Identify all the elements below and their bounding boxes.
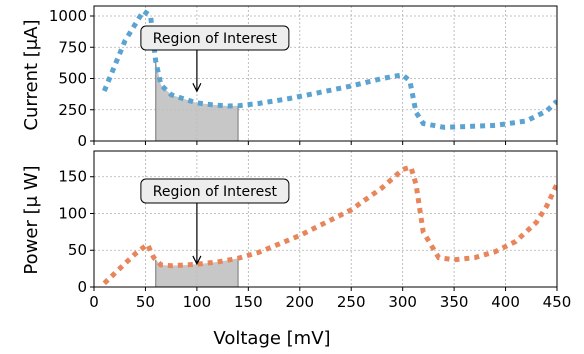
top-panel: 0 250 500 750 1000 Region of Interest	[49, 5, 558, 150]
y-axis-label-power: Power [μ W]	[21, 165, 42, 274]
bottom-ytick-label: 50	[68, 241, 87, 259]
top-annotation-label: Region of Interest	[153, 31, 278, 47]
top-ytick-label: 250	[58, 101, 87, 119]
top-ytick-label: 1000	[49, 7, 87, 25]
bottom-xtick-label: 300	[388, 293, 417, 311]
top-shaded-region	[155, 61, 239, 141]
bottom-series-line	[102, 164, 557, 286]
bottom-xtick-label: 400	[491, 293, 520, 311]
bottom-annotation-arrow-head	[192, 255, 202, 266]
bottom-xtick-label: 350	[440, 293, 469, 311]
bottom-annotation-label: Region of Interest	[153, 184, 278, 200]
bottom-xtick-label: 200	[285, 293, 314, 311]
top-axes-frame	[93, 5, 558, 142]
bottom-ytick-label: 0	[77, 278, 87, 296]
bottom-xtick-label: 250	[337, 293, 366, 311]
bottom-annotation-box	[140, 178, 290, 204]
bottom-xtick-label: 50	[136, 293, 155, 311]
bottom-axes-frame	[93, 150, 558, 288]
bottom-ytick-label: 100	[58, 204, 87, 222]
bottom-xtick-label: 100	[183, 293, 212, 311]
y-axis-label-current: Current [μA]	[21, 19, 42, 130]
top-ytick-label: 750	[58, 38, 87, 56]
top-annotation-box	[140, 25, 290, 51]
top-series-line	[101, 7, 557, 130]
bottom-ytick-label: 150	[58, 168, 87, 186]
x-axis-label: Voltage [mV]	[213, 328, 330, 349]
bottom-shaded-region	[155, 258, 239, 287]
top-ytick-label: 0	[77, 132, 87, 150]
bottom-xtick-label: 450	[543, 293, 572, 311]
top-ytick-label: 500	[58, 70, 87, 88]
bottom-xtick-label: 0	[89, 293, 99, 311]
bottom-xtick-label: 150	[234, 293, 263, 311]
top-annotation-arrow-head	[192, 82, 202, 93]
bottom-panel: 0 50 100 150 0 50 100 150 200 250 300 350 400 450 Regi…	[58, 150, 572, 311]
